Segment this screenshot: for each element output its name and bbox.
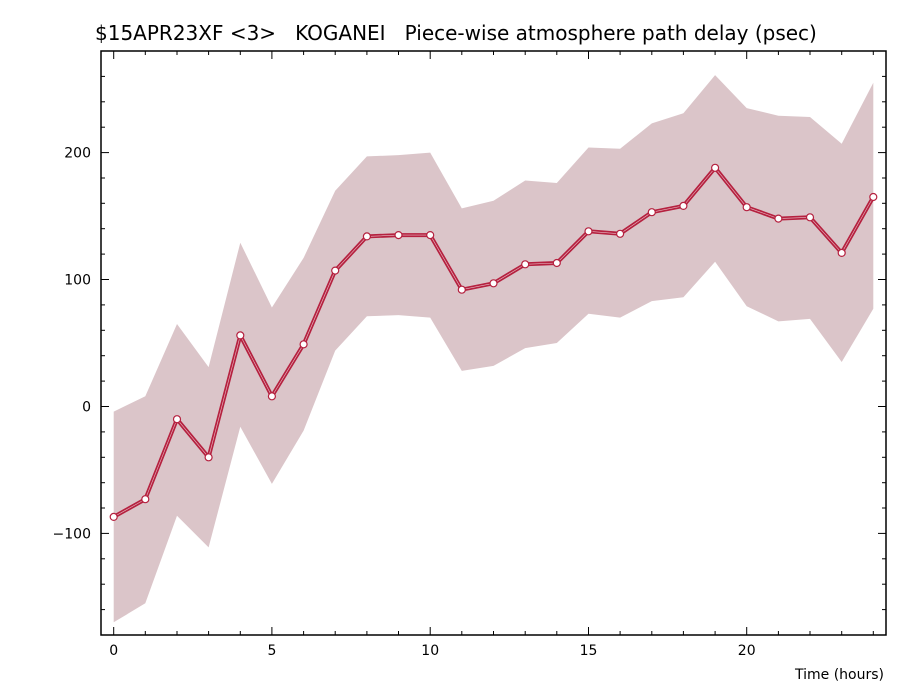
x-tick-label: 0 — [109, 643, 118, 659]
data-point — [615, 229, 625, 238]
data-point — [489, 279, 498, 288]
x-tick-label: 15 — [580, 643, 598, 659]
data-point — [362, 232, 371, 241]
data-point — [679, 201, 688, 210]
y-tick-label: 0 — [82, 400, 91, 416]
data-point — [426, 231, 435, 240]
y-tick-label: −100 — [53, 526, 91, 542]
data-point — [141, 495, 150, 504]
x-tick-label: 5 — [267, 643, 276, 659]
data-point — [204, 453, 213, 462]
data-point — [457, 285, 466, 294]
data-point — [236, 331, 245, 340]
data-point — [299, 340, 308, 349]
data-point — [267, 392, 276, 401]
uncertainty-band — [113, 75, 874, 623]
data-point — [742, 203, 751, 212]
data-point — [331, 266, 340, 275]
data-point — [584, 227, 593, 236]
data-point — [774, 214, 783, 223]
x-tick-label: 10 — [421, 643, 439, 659]
data-point — [805, 213, 815, 222]
x-axis-label: Time (hours) — [794, 667, 884, 683]
data-point — [394, 231, 403, 240]
chart-title: $15APR23XF <3> KOGANEI Piece-wise atmosp… — [95, 21, 817, 45]
data-point — [552, 258, 561, 268]
data-point — [710, 163, 720, 172]
y-tick-label: 200 — [64, 146, 91, 162]
data-point — [521, 260, 530, 269]
plot-area: 0 5 10 15 20 −100 0 100 200 — [53, 50, 887, 659]
data-point — [869, 192, 878, 202]
data-point — [109, 512, 118, 522]
x-tick-label: 20 — [738, 643, 756, 659]
data-point — [172, 415, 182, 424]
data-point — [837, 248, 846, 257]
y-tick-label: 100 — [64, 273, 91, 289]
data-point — [647, 208, 656, 217]
